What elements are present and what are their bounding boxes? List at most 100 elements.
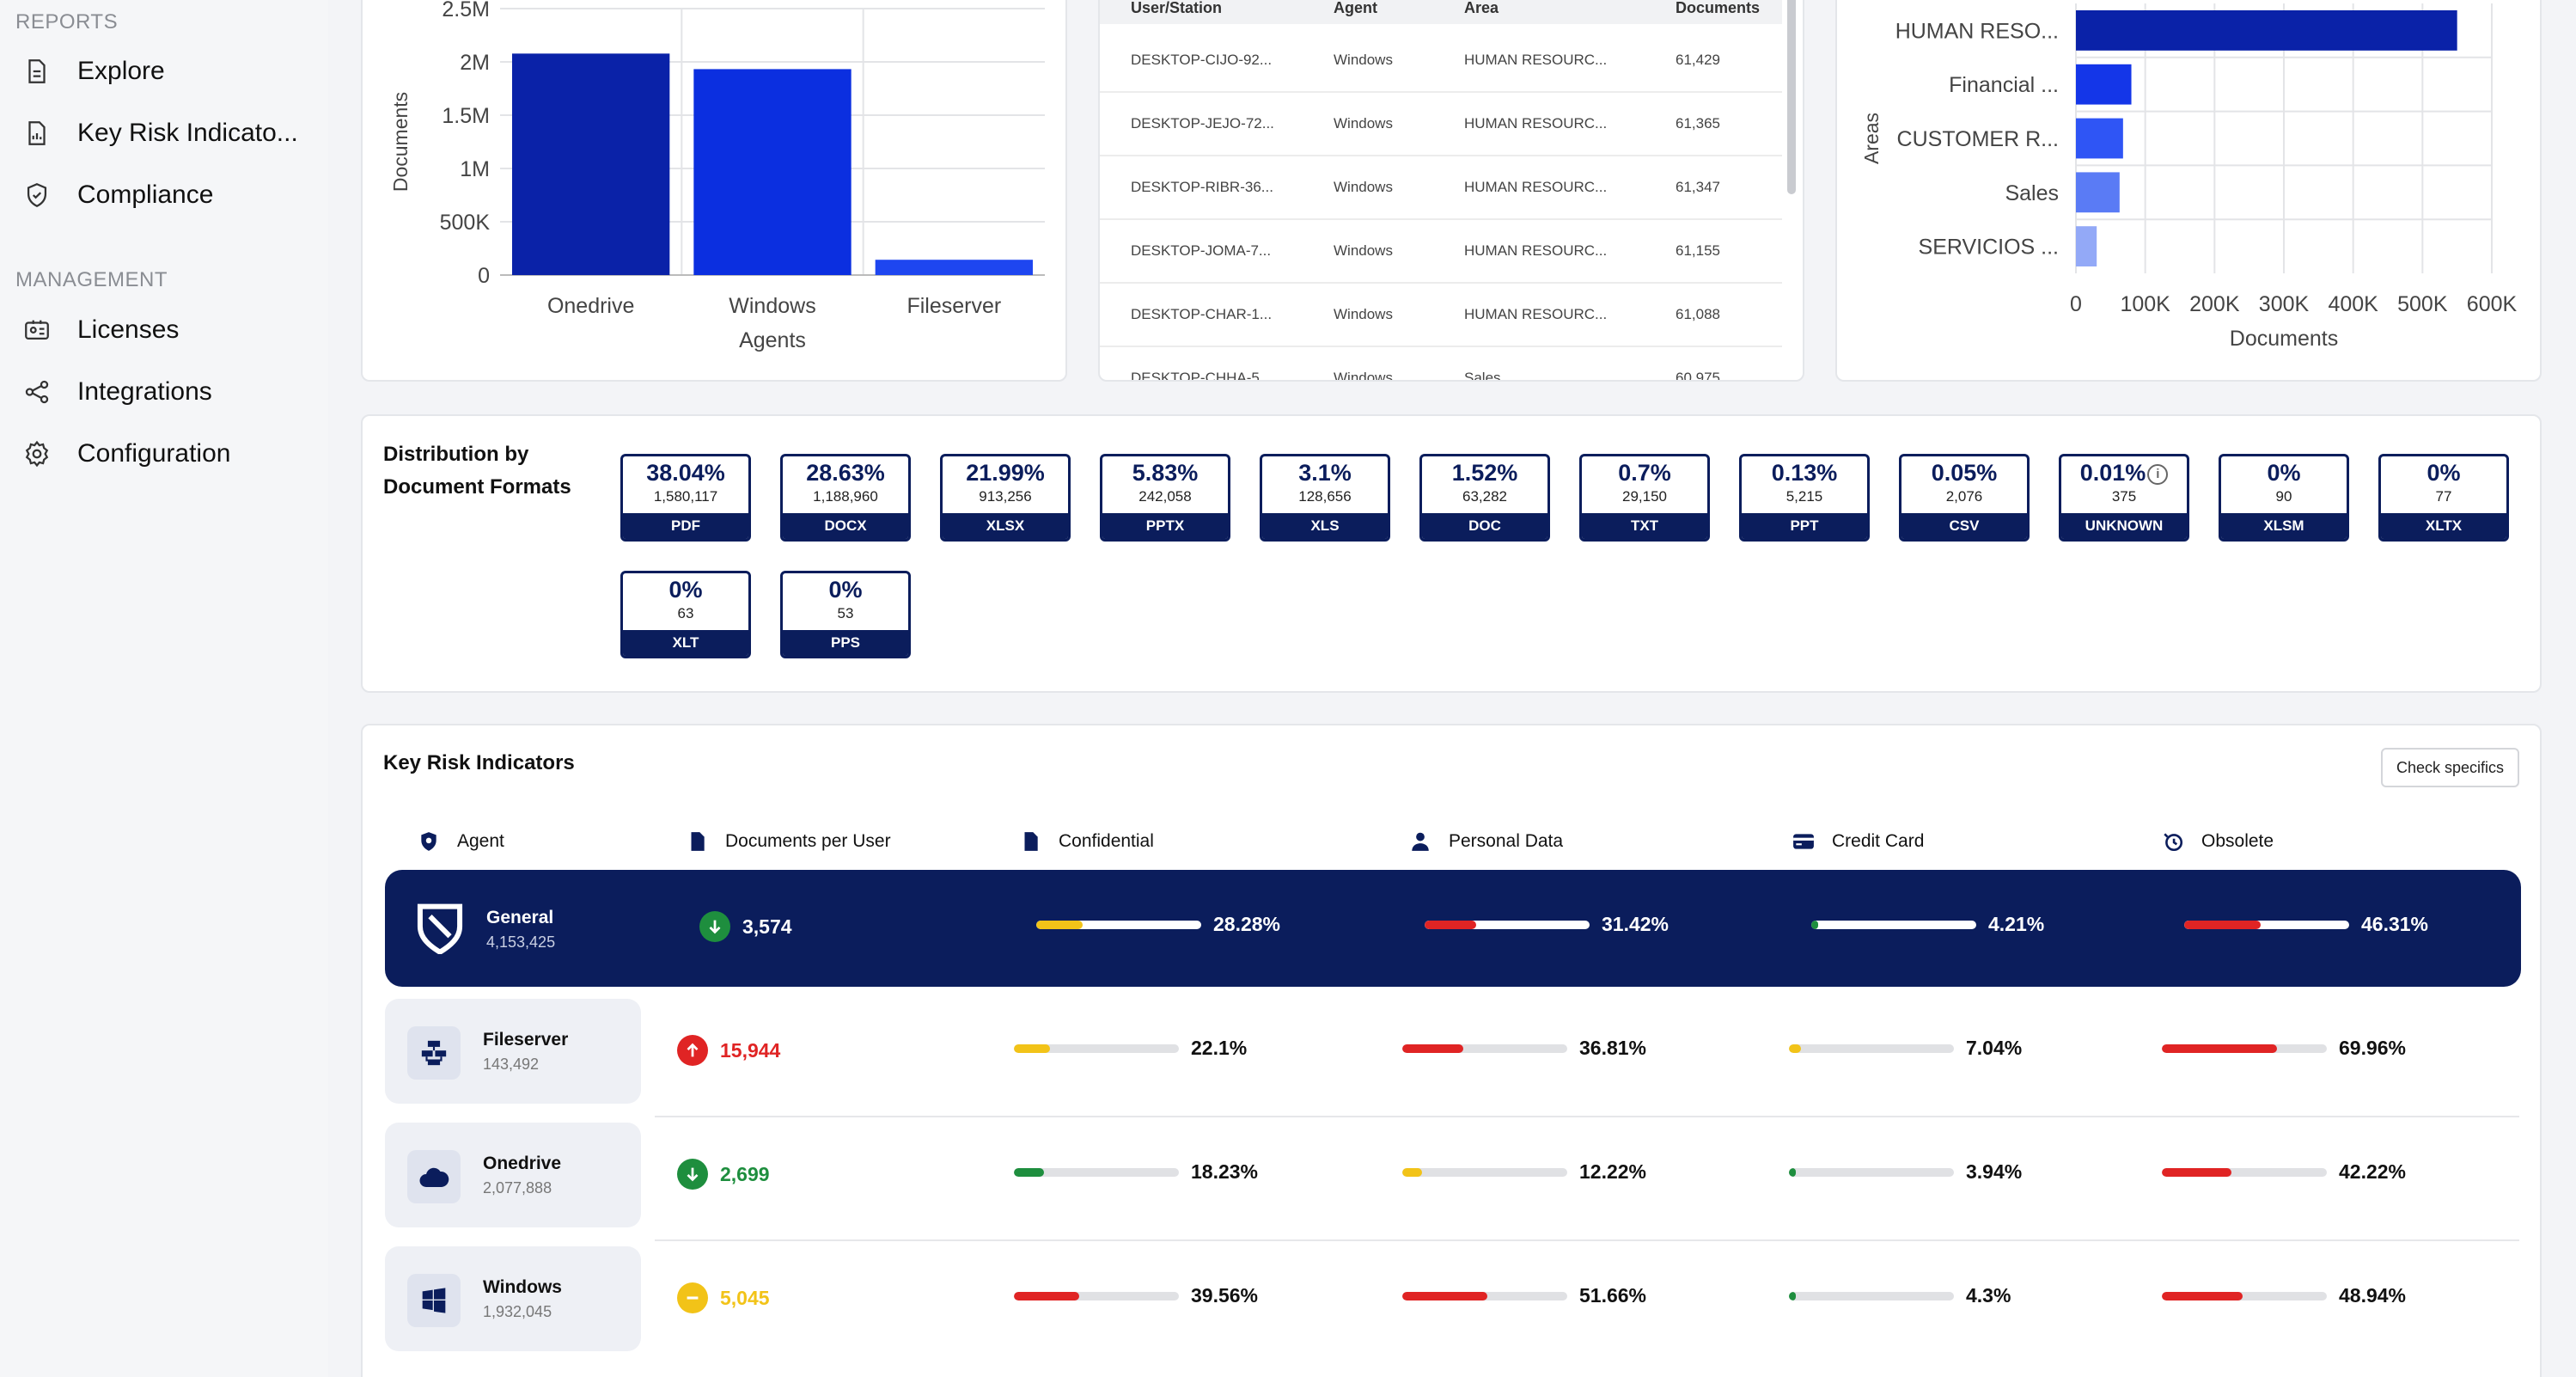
- bar-area[interactable]: [2076, 64, 2132, 105]
- format-box-xlt[interactable]: 0% 63 XLT: [620, 571, 751, 658]
- format-box-xlsm[interactable]: 0% 90 XLSM: [2219, 454, 2349, 542]
- table-cell: Sales: [1464, 370, 1501, 382]
- bar-area[interactable]: [2076, 10, 2457, 51]
- format-box-pps[interactable]: 0% 53 PPS: [780, 571, 911, 658]
- bar-area[interactable]: [2076, 226, 2097, 266]
- check-specifics-button[interactable]: Check specifics: [2380, 748, 2519, 787]
- gear-icon: [25, 440, 49, 468]
- format-box-docx[interactable]: 28.63% 1,188,960 DOCX: [780, 454, 911, 542]
- format-box-doc[interactable]: 1.52% 63,282 DOC: [1419, 454, 1550, 542]
- table-cell: Windows: [1334, 115, 1393, 132]
- bar-onedrive[interactable]: [512, 53, 670, 275]
- format-label: DOC: [1422, 513, 1547, 539]
- table-scrollbar[interactable]: [1787, 0, 1796, 194]
- format-percent: 21.99%: [966, 460, 1045, 486]
- x-tick-label: 500K: [2397, 292, 2448, 316]
- format-count: 90: [2275, 488, 2292, 505]
- confidential-metric: 28.28%: [1036, 913, 1280, 936]
- format-box-ppt[interactable]: 0.13% 5,215 PPT: [1739, 454, 1870, 542]
- table-row[interactable]: DESKTOP-RIBR-36... Windows HUMAN RESOURC..…: [1100, 156, 1782, 220]
- sidebar-item-explore[interactable]: Explore: [22, 57, 165, 86]
- table-cell: Windows: [1334, 179, 1393, 195]
- x-axis-label: Agents: [739, 328, 806, 352]
- bar-windows[interactable]: [693, 69, 852, 275]
- table-cell: HUMAN RESOURC...: [1464, 52, 1608, 68]
- kri-row-general[interactable]: General 4,153,425 3,574 28.28% 31.42% 4.…: [385, 870, 2521, 987]
- format-count: 1,188,960: [813, 488, 878, 505]
- table-row[interactable]: DESKTOP-CHHA-5... Windows Sales 60,975: [1100, 347, 1782, 382]
- bar-fileserver[interactable]: [875, 260, 1033, 275]
- table-row[interactable]: DESKTOP-JEJO-72... Windows HUMAN RESOURC..…: [1100, 93, 1782, 156]
- progress-bar: [1425, 920, 1590, 929]
- agent-cell-onedrive[interactable]: Onedrive 2,077,888: [385, 1123, 641, 1227]
- bar-area[interactable]: [2076, 172, 2120, 213]
- table-row[interactable]: DESKTOP-CHAR-1... Windows HUMAN RESOURC...…: [1100, 284, 1782, 347]
- col-header-agent[interactable]: Agent: [1334, 0, 1377, 16]
- bar-area[interactable]: [2076, 118, 2123, 159]
- progress-fill: [1014, 1291, 1079, 1300]
- format-percent: 0.7%: [1618, 460, 1671, 486]
- format-box-xls[interactable]: 3.1% 128,656 XLS: [1260, 454, 1390, 542]
- col-header-station[interactable]: User/Station: [1131, 0, 1223, 16]
- col-header-area[interactable]: Area: [1464, 0, 1499, 16]
- agent-name: Windows: [483, 1277, 562, 1297]
- sidebar: REPORTS Explore Key Risk Indicato... Com…: [0, 0, 328, 1377]
- format-percent: 3.1%: [1298, 460, 1352, 486]
- docs-per-user-metric: 15,944: [677, 1035, 780, 1066]
- sidebar-item-compliance[interactable]: Compliance: [22, 181, 213, 210]
- format-box-pptx[interactable]: 5.83% 242,058 PPTX: [1100, 454, 1230, 542]
- format-count: 242,058: [1138, 488, 1192, 505]
- format-box-csv[interactable]: 0.05% 2,076 CSV: [1899, 454, 2030, 542]
- metric-value: 4.3%: [1966, 1284, 2011, 1307]
- format-box-xlsx[interactable]: 21.99% 913,256 XLSX: [940, 454, 1071, 542]
- y-tick-label: 2M: [460, 51, 490, 75]
- col-header-documents[interactable]: Documents: [1676, 0, 1761, 16]
- metric-value: 31.42%: [1602, 913, 1670, 935]
- personal-metric: 51.66%: [1402, 1284, 1646, 1307]
- x-tick-label: Onedrive: [547, 294, 634, 318]
- progress-fill: [1789, 1291, 1797, 1300]
- col-header-agent: Agent: [418, 830, 504, 853]
- table-row[interactable]: DESKTOP-CIJO-92... Windows HUMAN RESOURC..…: [1100, 29, 1782, 93]
- format-percent: 0.01% i: [2061, 460, 2187, 487]
- format-label: PDF: [623, 513, 748, 539]
- metric-value: 5,045: [720, 1286, 770, 1309]
- table-row[interactable]: DESKTOP-JOMA-7... Windows HUMAN RESOURC...…: [1100, 220, 1782, 284]
- format-box-txt[interactable]: 0.7% 29,150 TXT: [1579, 454, 1710, 542]
- brand-shield-icon: [417, 903, 463, 954]
- confidential-metric: 18.23%: [1014, 1160, 1258, 1184]
- table-cell: 61,429: [1676, 52, 1720, 68]
- metric-value: 22.1%: [1191, 1037, 1248, 1059]
- agent-cell-windows[interactable]: Windows 1,932,045: [385, 1246, 641, 1351]
- id-card-icon: [25, 320, 49, 340]
- format-box-unknown[interactable]: 0.01% i 375 UNKNOWN: [2059, 454, 2189, 542]
- progress-bar: [2162, 1291, 2327, 1300]
- info-icon[interactable]: i: [2147, 463, 2169, 485]
- format-label: TXT: [1582, 513, 1707, 539]
- sidebar-item-label: Licenses: [77, 315, 180, 344]
- format-box-xltx[interactable]: 0% 77 XLTX: [2378, 454, 2509, 542]
- personal-metric: 36.81%: [1402, 1037, 1646, 1060]
- x-tick-label: 300K: [2259, 292, 2310, 316]
- agent-cell-fileserver[interactable]: Fileserver 143,492: [385, 999, 641, 1104]
- obsolete-metric: 69.96%: [2162, 1037, 2406, 1060]
- sidebar-item-licenses[interactable]: Licenses: [22, 315, 179, 345]
- format-label: PPT: [1742, 513, 1867, 539]
- sidebar-item-configuration[interactable]: Configuration: [22, 439, 230, 468]
- progress-fill: [1036, 920, 1084, 929]
- credit-metric: 3.94%: [1789, 1160, 2022, 1184]
- col-header-credit-card: Credit Card: [1792, 830, 1924, 853]
- format-box-pdf[interactable]: 38.04% 1,580,117 PDF: [620, 454, 751, 542]
- arrow-up-icon: [677, 1035, 708, 1066]
- progress-bar: [1014, 1043, 1179, 1053]
- format-percent: 0%: [828, 577, 863, 603]
- format-label: DOCX: [783, 513, 908, 539]
- cloud-icon: [407, 1150, 461, 1203]
- sidebar-item-integrations[interactable]: Integrations: [22, 377, 212, 407]
- progress-fill: [2162, 1043, 2278, 1053]
- credit-card-metric: 4.21%: [1811, 913, 2044, 936]
- progress-bar: [1036, 920, 1201, 929]
- x-tick-label: 400K: [2328, 292, 2378, 316]
- agents-bar-chart: 0 500K 1M 1.5M 2M 2.5M Onedrive Windows Fileserv…: [389, 0, 1045, 352]
- sidebar-item-kri[interactable]: Key Risk Indicato...: [22, 119, 298, 148]
